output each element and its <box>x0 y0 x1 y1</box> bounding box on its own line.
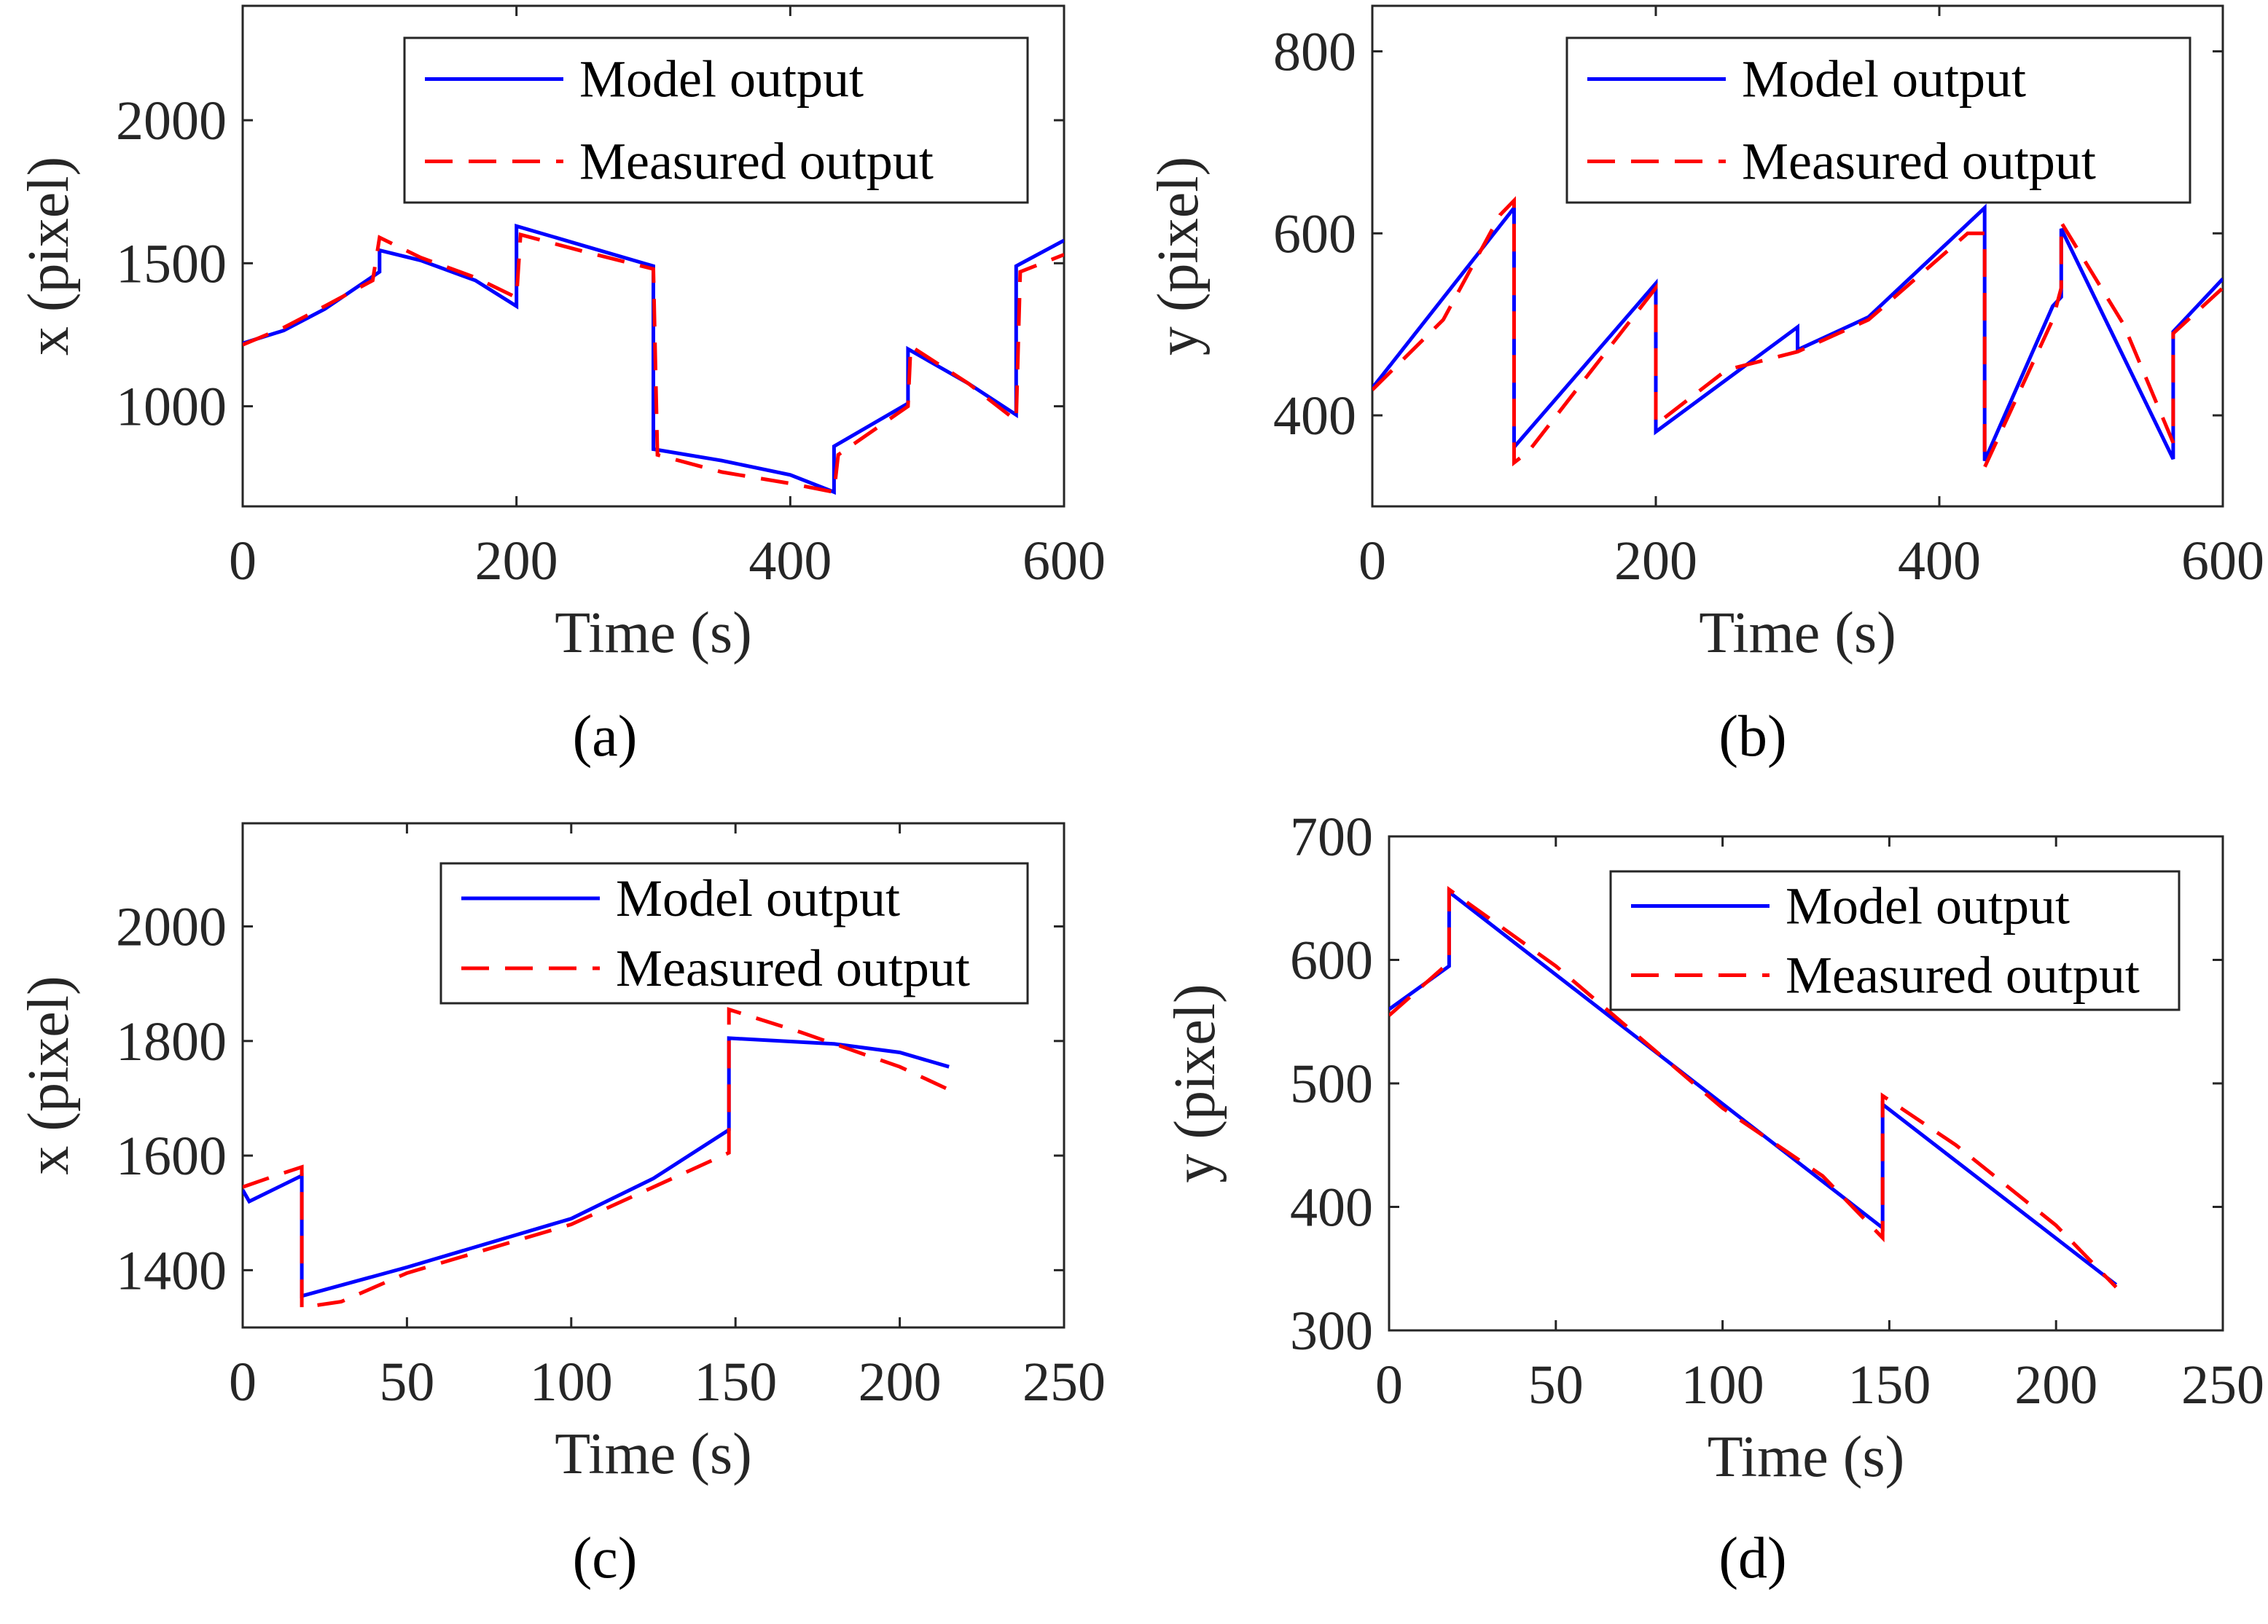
y-tick-label: 1800 <box>116 1011 227 1072</box>
y-tick-label: 500 <box>1290 1054 1373 1115</box>
panel-caption: (b) <box>1718 705 1786 769</box>
y-axis-label: x (pixel) <box>17 157 81 356</box>
y-axis-label: y (pixel) <box>1163 984 1227 1182</box>
x-axis-label: Time (s) <box>555 601 751 665</box>
x-tick-label: 250 <box>1022 1352 1106 1413</box>
y-tick-label: 1400 <box>116 1240 227 1301</box>
y-axis-label: x (pixel) <box>17 976 81 1174</box>
y-axis-label: y (pixel) <box>1146 157 1211 356</box>
legend: Model output Measured output <box>1609 870 2181 1011</box>
y-tick-label: 1600 <box>116 1126 227 1187</box>
legend-box <box>403 36 1029 204</box>
x-axis-label: Time (s) <box>1708 1425 1904 1489</box>
y-tick-label: 2000 <box>116 90 227 152</box>
x-tick-label: 400 <box>1898 530 1981 592</box>
x-tick-label: 200 <box>475 530 558 592</box>
legend-box <box>1565 36 2191 204</box>
y-tick-label: 600 <box>1273 203 1356 264</box>
legend-measured-label: Measured output <box>1742 133 2096 191</box>
legend-box <box>1609 870 2181 1011</box>
y-tick-label: 400 <box>1290 1177 1373 1239</box>
legend: Model output Measured output <box>1565 36 2191 204</box>
series-model-output-line <box>1372 203 2223 462</box>
x-tick-label: 200 <box>1614 530 1697 592</box>
panel-2: 0 200 400 600 400 600 800 Time (s) y (pixel) Mode… <box>1146 4 2264 769</box>
legend-model-label: Model output <box>1742 50 2026 109</box>
axes-box <box>241 822 1065 1329</box>
x-tick-label: 50 <box>379 1352 434 1413</box>
x-tick-label: 50 <box>1528 1354 1584 1416</box>
series-measured-output-line <box>243 232 1064 495</box>
series-measured-output-line <box>1389 886 2118 1289</box>
legend: Model output Measured output <box>403 36 1029 204</box>
legend-measured-label: Measured output <box>579 133 934 191</box>
panel-3: 0 50 100 150 200 250 1400 1600 1800 2000 Time (s) x… <box>17 822 1106 1590</box>
y-tick-label: 400 <box>1273 385 1356 447</box>
legend-measured-label: Measured output <box>616 939 970 997</box>
legend: Model output Measured output <box>439 862 1029 1005</box>
x-tick-label: 0 <box>1375 1354 1403 1416</box>
x-tick-label: 600 <box>1022 530 1106 592</box>
x-tick-label: 400 <box>748 530 832 592</box>
x-tick-label: 600 <box>2181 530 2264 592</box>
legend-measured-label: Measured output <box>1786 946 2140 1005</box>
x-tick-label: 100 <box>1681 1354 1764 1416</box>
panel-4: 0 50 100 150 200 250 300 400 500 600 700 Time (s) y … <box>1163 807 2264 1590</box>
y-tick-label: 600 <box>1290 930 1373 992</box>
series-model-output-line <box>243 1036 950 1299</box>
y-tick-label: 1000 <box>116 377 227 438</box>
series-model-output-line <box>243 223 1064 495</box>
x-tick-label: 150 <box>1847 1354 1931 1416</box>
y-tick-label: 700 <box>1290 807 1373 868</box>
x-tick-label: 200 <box>2014 1354 2097 1416</box>
y-tick-label: 2000 <box>116 897 227 958</box>
y-tick-label: 1500 <box>116 233 227 294</box>
series-measured-output-line <box>1372 196 2223 468</box>
x-tick-label: 250 <box>2181 1354 2264 1416</box>
x-tick-label: 0 <box>229 530 257 592</box>
legend-model-label: Model output <box>616 869 900 927</box>
legend-model-label: Model output <box>1786 877 2070 935</box>
x-tick-label: 200 <box>859 1352 942 1413</box>
panel-caption: (a) <box>573 705 638 769</box>
x-tick-label: 0 <box>1358 530 1386 592</box>
axes-box <box>1371 4 2224 508</box>
panel-1: 0 200 400 600 1000 1500 2000 Time (s) x (pixel) M… <box>17 4 1106 769</box>
y-tick-label: 800 <box>1273 21 1356 82</box>
panel-caption: (d) <box>1718 1526 1786 1590</box>
y-tick-label: 300 <box>1290 1301 1373 1362</box>
panel-caption: (c) <box>573 1526 638 1590</box>
legend-box <box>439 862 1029 1005</box>
series-measured-output-line <box>243 1007 950 1310</box>
x-tick-label: 0 <box>229 1352 257 1413</box>
legend-model-label: Model output <box>579 50 864 109</box>
x-tick-label: 150 <box>694 1352 777 1413</box>
x-axis-label: Time (s) <box>555 1422 751 1486</box>
x-tick-label: 100 <box>530 1352 613 1413</box>
x-axis-label: Time (s) <box>1699 601 1896 665</box>
